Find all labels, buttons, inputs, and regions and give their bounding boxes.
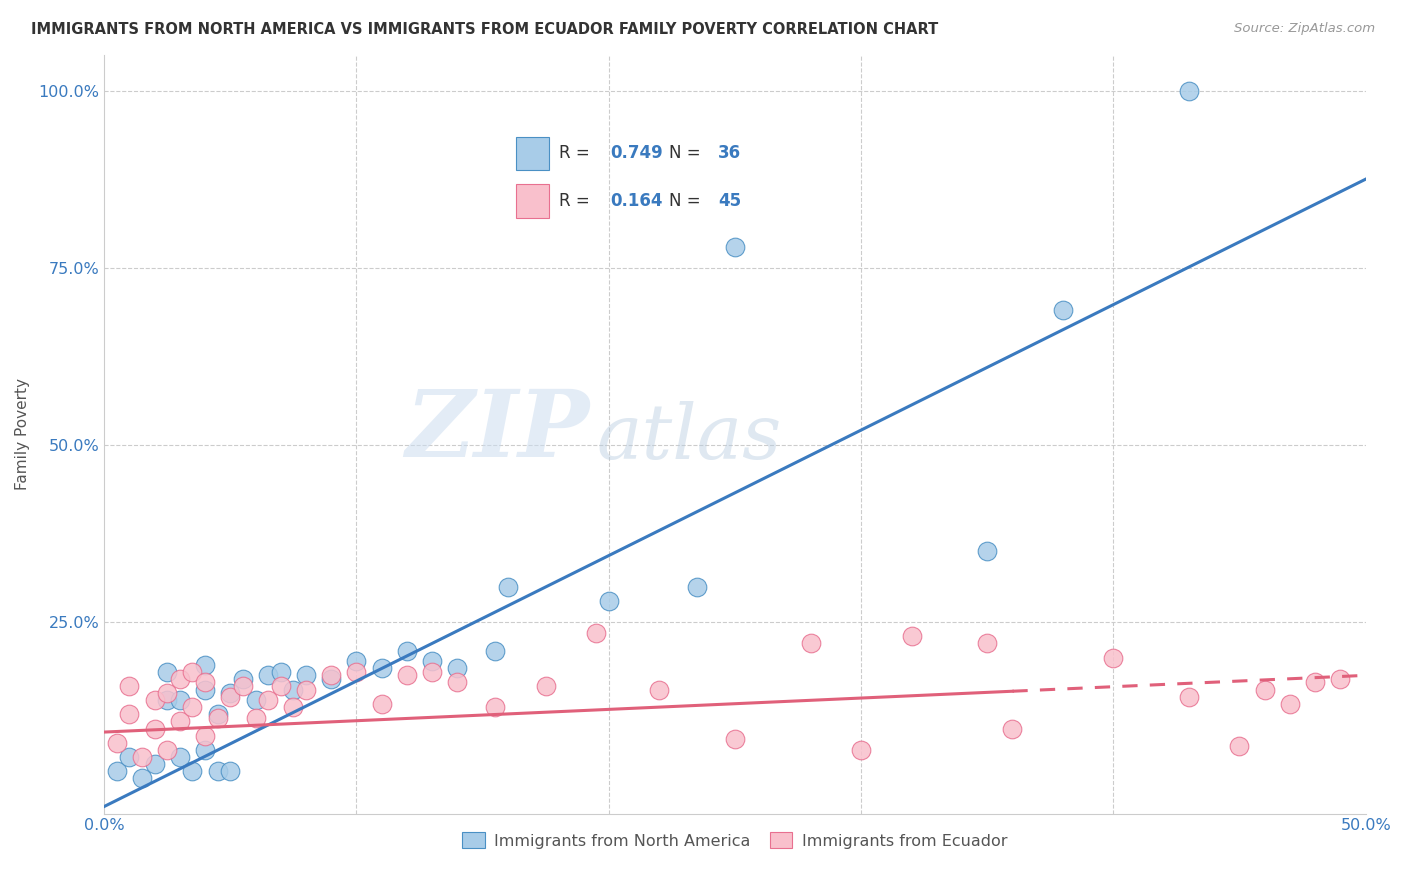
Text: 45: 45	[718, 192, 741, 210]
Point	[118, 750, 141, 764]
Point	[295, 682, 318, 697]
Point	[118, 707, 141, 722]
Point	[105, 764, 128, 778]
Bar	[516, 185, 550, 219]
Point	[1254, 682, 1277, 697]
Point	[143, 756, 166, 771]
Point	[207, 707, 229, 722]
Point	[194, 729, 217, 743]
Text: Source: ZipAtlas.com: Source: ZipAtlas.com	[1234, 22, 1375, 36]
Bar	[516, 136, 550, 170]
Point	[270, 665, 292, 679]
Point	[156, 693, 179, 707]
Point	[232, 672, 254, 686]
Text: 0.164: 0.164	[610, 192, 664, 210]
Point	[219, 764, 242, 778]
Point	[207, 711, 229, 725]
Point	[181, 700, 204, 714]
Legend: Immigrants from North America, Immigrants from Ecuador: Immigrants from North America, Immigrant…	[456, 826, 1014, 855]
Point	[346, 665, 368, 679]
Y-axis label: Family Poverty: Family Poverty	[15, 378, 30, 491]
Point	[976, 636, 998, 650]
Point	[295, 668, 318, 682]
Text: N =: N =	[669, 144, 706, 162]
Point	[270, 679, 292, 693]
Point	[849, 743, 872, 757]
Point	[395, 668, 418, 682]
Point	[724, 732, 747, 747]
Point	[219, 690, 242, 704]
Point	[257, 668, 280, 682]
Point	[496, 580, 519, 594]
Point	[1178, 84, 1201, 98]
Text: 0.749: 0.749	[610, 144, 664, 162]
Point	[346, 654, 368, 668]
Point	[194, 682, 217, 697]
Point	[283, 700, 305, 714]
Point	[283, 682, 305, 697]
Point	[181, 764, 204, 778]
Point	[370, 661, 392, 675]
Point	[169, 693, 191, 707]
Point	[181, 665, 204, 679]
Point	[219, 686, 242, 700]
Point	[321, 668, 343, 682]
Point	[976, 544, 998, 558]
Point	[131, 750, 153, 764]
Point	[169, 750, 191, 764]
Point	[446, 661, 468, 675]
Point	[648, 682, 671, 697]
Text: ZIP: ZIP	[405, 385, 591, 475]
Point	[1052, 303, 1074, 318]
Text: R =: R =	[560, 192, 595, 210]
Point	[1229, 739, 1251, 754]
Text: atlas: atlas	[596, 401, 782, 475]
Point	[370, 697, 392, 711]
Point	[1001, 722, 1024, 736]
Point	[232, 679, 254, 693]
Point	[156, 686, 179, 700]
Point	[131, 771, 153, 785]
Point	[724, 239, 747, 253]
Point	[446, 675, 468, 690]
Point	[321, 672, 343, 686]
Text: N =: N =	[669, 192, 706, 210]
Point	[800, 636, 823, 650]
Text: IMMIGRANTS FROM NORTH AMERICA VS IMMIGRANTS FROM ECUADOR FAMILY POVERTY CORRELAT: IMMIGRANTS FROM NORTH AMERICA VS IMMIGRA…	[31, 22, 938, 37]
Point	[143, 693, 166, 707]
Point	[105, 736, 128, 750]
Point	[143, 722, 166, 736]
Point	[1303, 675, 1326, 690]
Point	[1102, 650, 1125, 665]
Point	[257, 693, 280, 707]
Point	[245, 711, 267, 725]
Point	[484, 700, 506, 714]
Point	[245, 693, 267, 707]
Point	[420, 654, 443, 668]
Point	[194, 657, 217, 672]
Point	[207, 764, 229, 778]
Point	[686, 580, 709, 594]
Point	[1278, 697, 1301, 711]
Point	[194, 743, 217, 757]
Point	[1329, 672, 1351, 686]
Point	[194, 675, 217, 690]
Point	[156, 665, 179, 679]
Point	[585, 625, 607, 640]
Point	[598, 594, 620, 608]
Point	[534, 679, 557, 693]
Point	[1178, 690, 1201, 704]
Point	[395, 643, 418, 657]
Point	[900, 629, 922, 643]
Point	[484, 643, 506, 657]
Point	[118, 679, 141, 693]
Text: 36: 36	[718, 144, 741, 162]
Point	[156, 743, 179, 757]
Point	[169, 672, 191, 686]
Point	[169, 714, 191, 729]
Text: R =: R =	[560, 144, 595, 162]
Point	[420, 665, 443, 679]
